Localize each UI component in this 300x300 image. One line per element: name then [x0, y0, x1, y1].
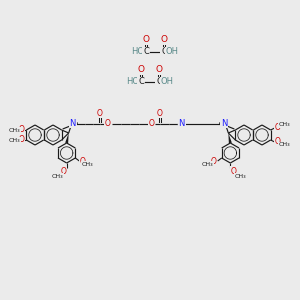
- Text: CH₃: CH₃: [52, 173, 64, 178]
- Text: C: C: [156, 77, 162, 86]
- Text: O: O: [137, 65, 145, 74]
- Text: CH₃: CH₃: [8, 137, 20, 142]
- Text: CH₃: CH₃: [202, 161, 214, 166]
- Text: CH₃: CH₃: [235, 173, 246, 178]
- Text: O: O: [275, 124, 280, 133]
- Text: O: O: [155, 65, 163, 74]
- Text: OH: OH: [166, 47, 178, 56]
- Text: OH: OH: [160, 77, 173, 86]
- Text: O: O: [80, 157, 85, 166]
- Text: O: O: [142, 35, 149, 44]
- Text: C: C: [143, 47, 149, 56]
- Polygon shape: [65, 133, 69, 143]
- Text: O: O: [160, 35, 167, 44]
- Text: O: O: [18, 125, 24, 134]
- Text: CH₃: CH₃: [82, 161, 93, 166]
- Text: N: N: [70, 118, 76, 127]
- Text: C: C: [138, 77, 144, 86]
- Text: O: O: [97, 109, 103, 118]
- Text: HO: HO: [131, 47, 145, 56]
- Text: CH₃: CH₃: [279, 142, 290, 148]
- Text: CH₃: CH₃: [8, 128, 20, 133]
- Text: O: O: [230, 167, 236, 176]
- Text: O: O: [149, 119, 155, 128]
- Text: O: O: [275, 137, 280, 146]
- Text: C: C: [161, 47, 167, 56]
- Text: O: O: [211, 157, 217, 166]
- Text: O: O: [18, 136, 24, 145]
- Text: O: O: [61, 167, 67, 176]
- Polygon shape: [228, 133, 232, 143]
- Text: O: O: [157, 109, 163, 118]
- Text: N: N: [221, 118, 227, 127]
- Text: O: O: [105, 119, 111, 128]
- Text: HO: HO: [127, 77, 140, 86]
- Text: N: N: [178, 119, 185, 128]
- Text: CH₃: CH₃: [279, 122, 290, 128]
